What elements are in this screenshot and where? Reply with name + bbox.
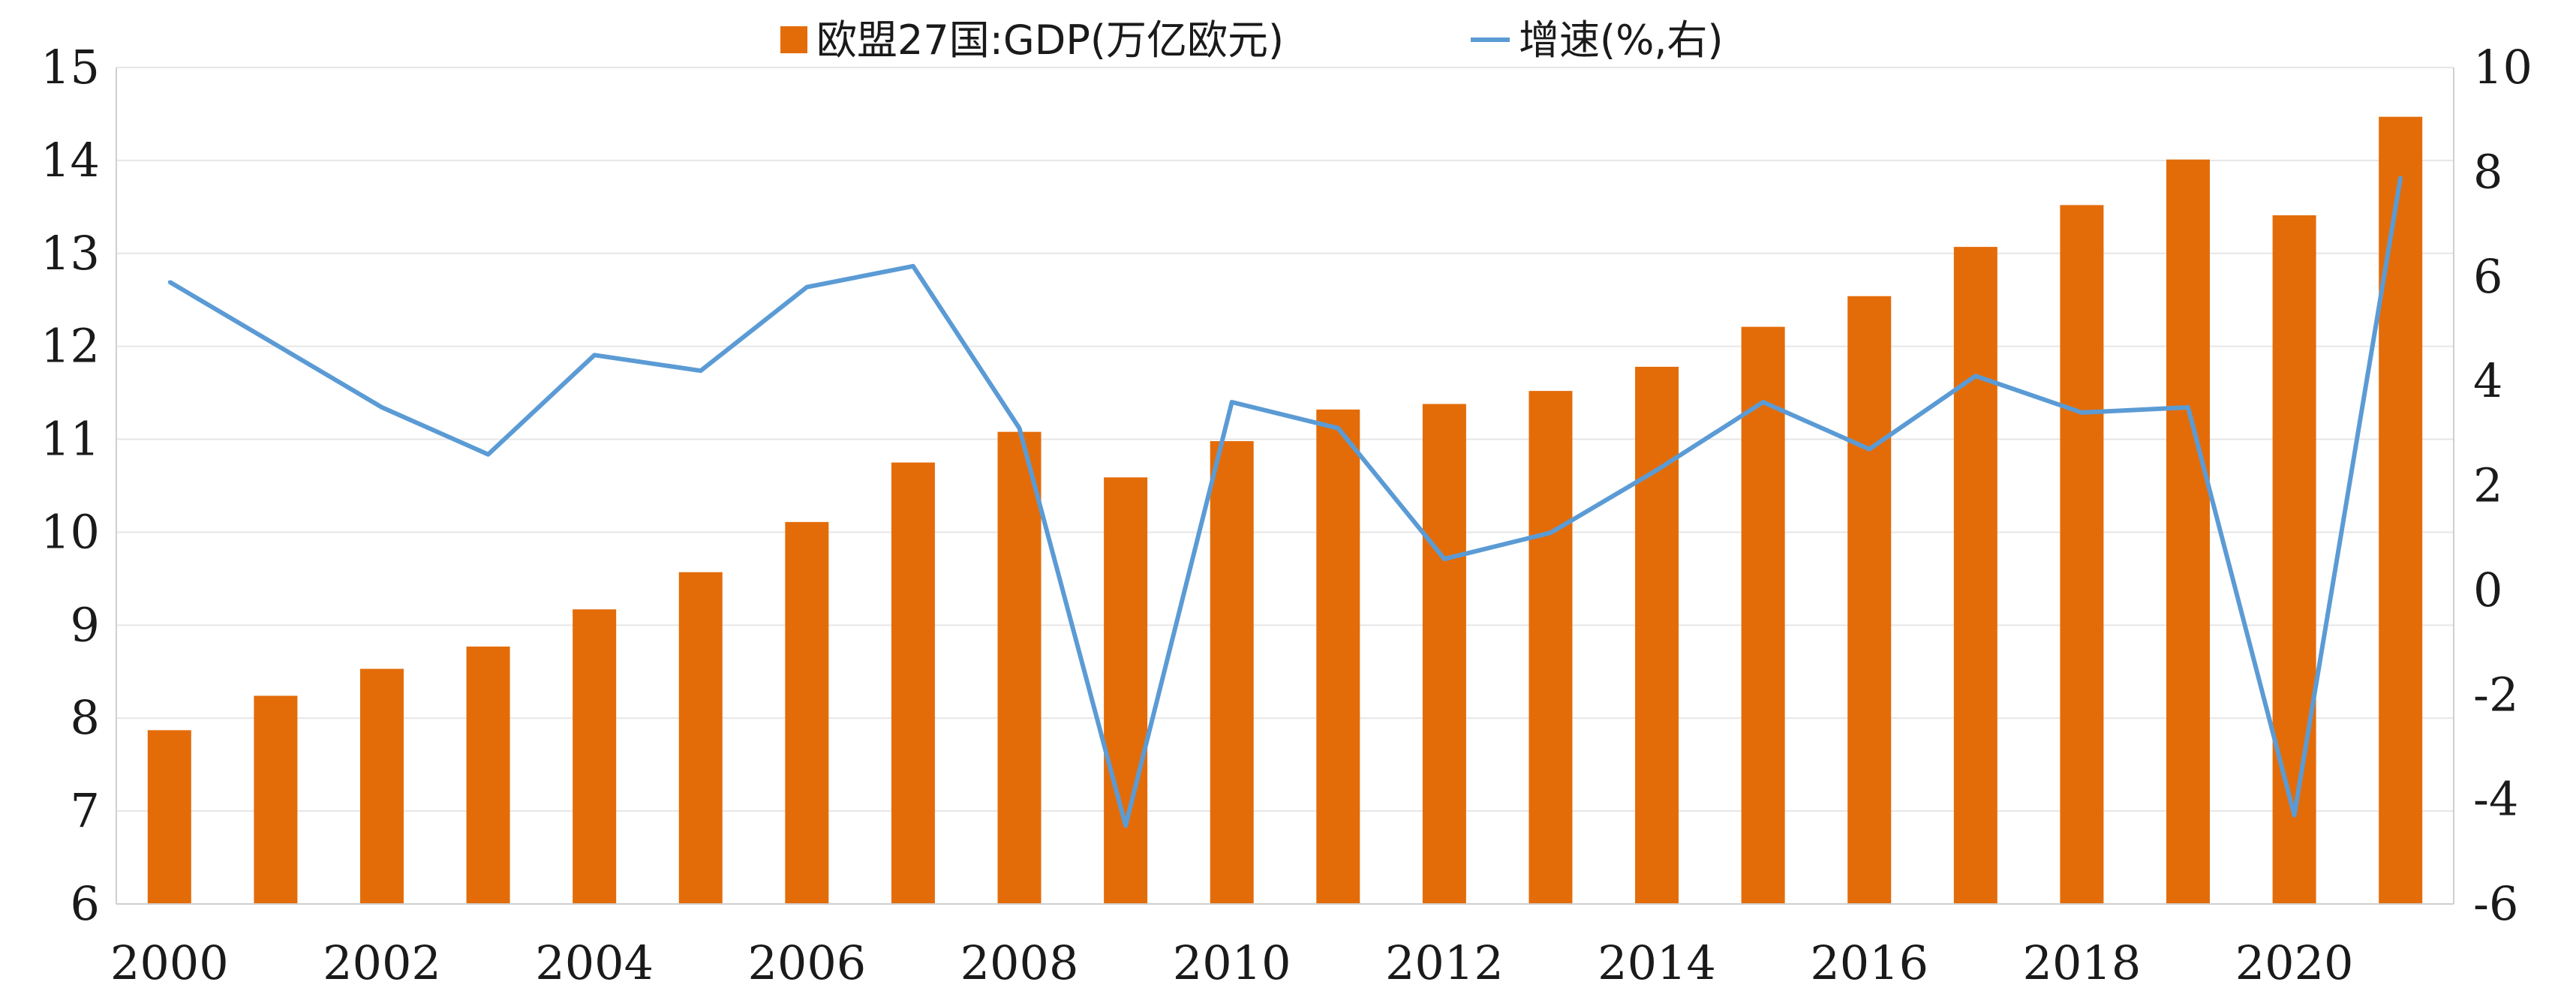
gdp-bar-2010 xyxy=(1210,441,1254,904)
gdp-bar-2008 xyxy=(997,431,1042,904)
gdp-bar-2013 xyxy=(1528,391,1573,904)
growth-line-layer xyxy=(167,176,2403,828)
growth-point-2002 xyxy=(380,405,383,409)
gdp-bar-2007 xyxy=(891,462,935,904)
left-axis-tick-label: 7 xyxy=(71,783,100,838)
x-axis-tick-label: 2006 xyxy=(747,935,866,990)
x-axis-tick-label: 2016 xyxy=(1810,935,1928,990)
gdp-bar-2017 xyxy=(1953,247,1997,904)
gdp-bar-2015 xyxy=(1741,326,1785,904)
growth-point-2013 xyxy=(1549,531,1553,535)
gdp-bar-2006 xyxy=(785,521,829,904)
left-axis-tick-label: 10 xyxy=(41,504,100,559)
gdp-bar-2019 xyxy=(2166,159,2211,904)
growth-point-2011 xyxy=(1336,426,1340,430)
growth-point-2003 xyxy=(486,452,490,456)
x-axis-tick-label: 2004 xyxy=(535,935,654,990)
right-axis-tick-label: 0 xyxy=(2473,563,2502,617)
growth-point-2008 xyxy=(1017,426,1021,430)
growth-point-2018 xyxy=(2080,410,2084,414)
legend-label-growth: 增速(%,右) xyxy=(1519,17,1724,64)
gdp-bar-2016 xyxy=(1847,296,1892,904)
growth-point-2014 xyxy=(1655,468,1659,472)
right-axis-tick-label: 2 xyxy=(2473,458,2502,513)
growth-point-2004 xyxy=(593,353,597,357)
right-axis-tick-label: 10 xyxy=(2473,40,2532,95)
x-axis-tick-label: 2018 xyxy=(2023,935,2142,990)
right-axis-tick-label: 6 xyxy=(2473,249,2502,304)
gdp-bar-2020 xyxy=(2272,215,2316,904)
growth-point-2006 xyxy=(805,285,809,289)
right-axis-tick-label: 8 xyxy=(2473,144,2502,199)
legend-swatch-gdp xyxy=(780,26,807,53)
growth-point-2019 xyxy=(2187,405,2190,409)
axes xyxy=(116,68,2454,905)
right-axis-tick-label: -6 xyxy=(2473,876,2518,931)
growth-point-2016 xyxy=(1868,447,1871,451)
growth-point-2021 xyxy=(2399,176,2403,179)
left-axis-tick-label: 15 xyxy=(41,40,100,95)
growth-point-2017 xyxy=(1973,374,1977,378)
x-axis-ticks: 2000 2002 2004 2006 2008 2010 2012 2014 2016 2018… xyxy=(110,935,2354,990)
gdp-bar-2000 xyxy=(147,730,191,904)
left-axis-tick-label: 8 xyxy=(71,690,100,745)
left-axis-tick-label: 13 xyxy=(41,226,100,281)
gdp-bar-2004 xyxy=(573,609,617,904)
gdp-bar-2001 xyxy=(254,695,298,904)
right-axis-tick-label: 4 xyxy=(2473,353,2502,408)
right-axis-tick-label: -4 xyxy=(2473,772,2518,827)
x-axis-tick-label: 2012 xyxy=(1385,935,1504,990)
x-axis-tick-label: 2020 xyxy=(2235,935,2354,990)
growth-point-2009 xyxy=(1124,824,1128,827)
growth-point-2000 xyxy=(167,280,171,284)
gdp-bar-2014 xyxy=(1635,366,1679,904)
growth-point-2020 xyxy=(2292,813,2296,817)
growth-point-2015 xyxy=(1761,401,1765,404)
growth-point-2010 xyxy=(1230,401,1234,404)
growth-point-2005 xyxy=(699,369,702,373)
x-axis-tick-label: 2000 xyxy=(110,935,229,990)
legend-label-gdp: 欧盟27国:GDP(万亿欧元) xyxy=(816,17,1284,64)
gdp-bar-2011 xyxy=(1316,409,1360,904)
left-axis-tick-label: 9 xyxy=(71,597,100,652)
growth-line xyxy=(168,176,2403,828)
x-axis-tick-label: 2002 xyxy=(323,935,441,990)
left-axis-tick-label: 12 xyxy=(41,319,100,374)
x-axis-tick-label: 2008 xyxy=(960,935,1079,990)
growth-point-2012 xyxy=(1442,557,1446,561)
right-axis-tick-label: -2 xyxy=(2473,667,2518,722)
x-axis-tick-label: 2014 xyxy=(1598,935,1716,990)
left-axis-tick-label: 14 xyxy=(41,133,100,188)
gdp-bar-2018 xyxy=(2060,205,2104,904)
left-axis-tick-label: 6 xyxy=(71,876,100,931)
growth-point-2001 xyxy=(274,343,278,347)
right-axis-ticks: -6 -4 -2 0 2 4 6 8 10 xyxy=(2473,40,2532,931)
left-axis-tick-label: 11 xyxy=(41,412,100,467)
gdp-bars xyxy=(147,116,2423,904)
gdp-bar-2002 xyxy=(359,668,404,904)
gdp-bar-2005 xyxy=(678,572,723,904)
gdp-bar-2012 xyxy=(1422,404,1466,904)
growth-point-2007 xyxy=(911,264,915,268)
left-axis-ticks: 6 7 8 9 10 11 12 13 14 15 xyxy=(41,40,100,931)
x-axis-tick-label: 2010 xyxy=(1173,935,1291,990)
gdp-bar-2021 xyxy=(2379,116,2423,904)
legend: 欧盟27国:GDP(万亿欧元) 增速(%,右) xyxy=(780,17,1724,64)
gdp-bar-2003 xyxy=(466,646,510,904)
gdp-bar-2009 xyxy=(1104,477,1148,904)
